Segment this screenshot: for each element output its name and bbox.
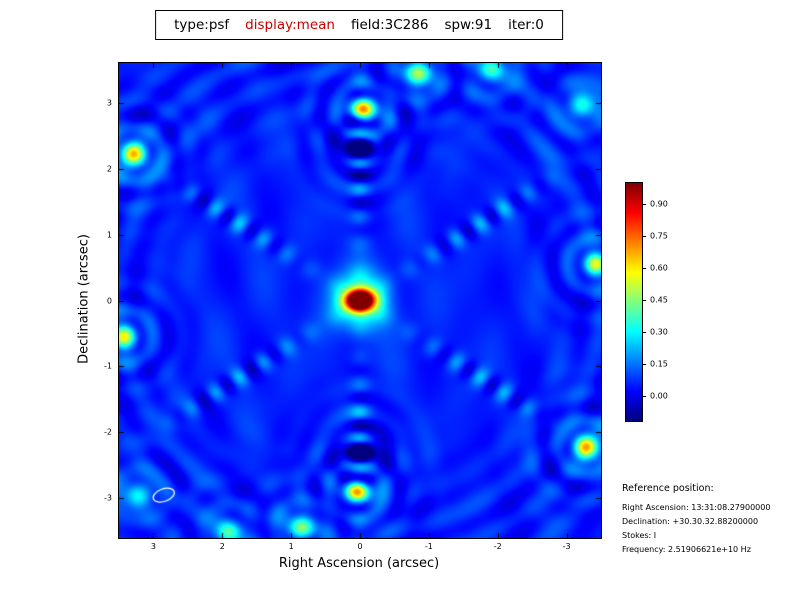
reference-line: Frequency: 2.51906621e+10 Hz bbox=[622, 545, 751, 554]
colorbar-tick bbox=[643, 236, 646, 238]
y-tick-label: 2 bbox=[106, 164, 112, 174]
title-segment: iter:0 bbox=[508, 17, 544, 33]
colorbar-tick bbox=[643, 299, 646, 301]
colorbar-tick-label: 0.90 bbox=[650, 199, 668, 209]
x-axis-label: Right Ascension (arcsec) bbox=[278, 556, 440, 571]
colorbar-tick-label: 0.45 bbox=[650, 295, 668, 305]
plot-title: type:psf display:mean field:3C286 spw:91 ite… bbox=[155, 10, 563, 40]
plot-area: 3 2 1 0 -1 -2 -3 -3 -2 -1 0 1 2 3 bbox=[104, 62, 602, 551]
x-tick-label: -3 bbox=[562, 542, 571, 551]
psf-canvas bbox=[119, 63, 601, 538]
colorbar: 0.90 0.75 0.60 0.45 0.30 0.15 0.00 bbox=[625, 182, 668, 422]
reference-line: Right Ascension: 13:31:08.27900000 bbox=[622, 503, 771, 512]
reference-heading: Reference position: bbox=[622, 483, 714, 494]
colorbar-canvas bbox=[626, 183, 642, 421]
colorbar-tick-label: 0.00 bbox=[650, 391, 668, 400]
y-tick-label: 0 bbox=[106, 296, 112, 305]
colorbar-tick bbox=[643, 204, 646, 206]
title-segment: type:psf bbox=[174, 17, 230, 33]
x-tick-label: -2 bbox=[493, 542, 502, 551]
colorbar-tick bbox=[643, 395, 646, 397]
y-tick-label: 3 bbox=[106, 98, 112, 108]
reference-line: Declination: +30.30.32.88200000 bbox=[622, 517, 759, 526]
colorbar-tick-label: 0.75 bbox=[650, 231, 668, 241]
colorbar-tick-label: 0.30 bbox=[650, 327, 668, 337]
x-tick-label: 2 bbox=[219, 542, 225, 551]
x-tick-label: 1 bbox=[288, 542, 294, 551]
title-segment: spw:91 bbox=[444, 17, 493, 33]
x-tick-label: -1 bbox=[424, 542, 433, 551]
y-tick-label: 1 bbox=[106, 230, 112, 240]
y-tick-label: -1 bbox=[104, 361, 112, 371]
y-tick-label: -2 bbox=[104, 427, 112, 437]
y-axis-label: Declination (arcsec) bbox=[76, 234, 92, 364]
x-tick-label: 3 bbox=[150, 542, 156, 551]
colorbar-tick bbox=[643, 331, 646, 333]
colorbar-tick-label: 0.15 bbox=[650, 359, 668, 369]
colorbar-tick bbox=[643, 268, 646, 269]
reference-position-block: Reference position: Right Ascension: 13:… bbox=[622, 483, 770, 557]
title-segment: field:3C286 bbox=[350, 17, 429, 33]
x-tick-label: 0 bbox=[357, 542, 363, 551]
reference-line: Stokes: I bbox=[622, 531, 657, 540]
title-segment: display:mean bbox=[245, 17, 335, 33]
y-tick-label: -3 bbox=[104, 493, 112, 503]
colorbar-tick-label: 0.60 bbox=[650, 263, 668, 273]
colorbar-tick bbox=[643, 363, 646, 365]
